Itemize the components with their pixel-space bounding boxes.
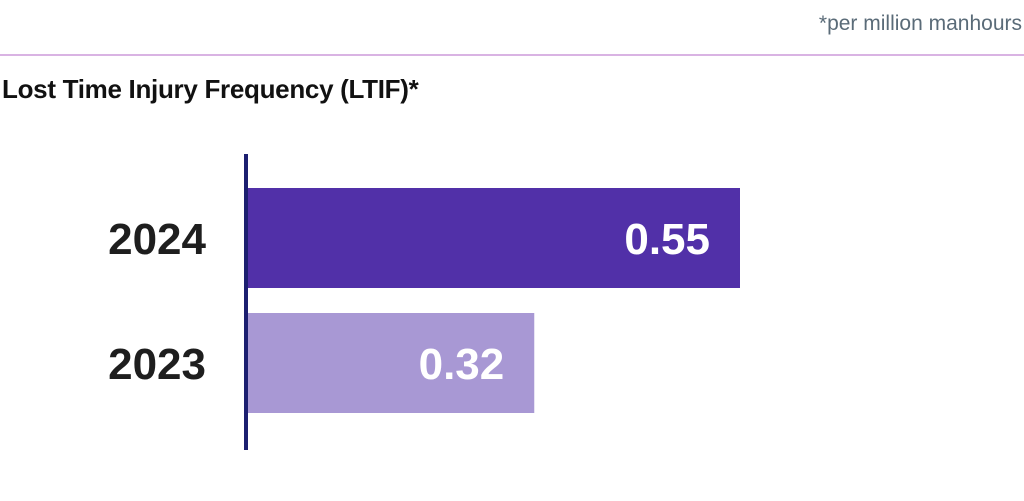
- bar-chart: 2024 0.55 2023 0.32: [108, 154, 740, 450]
- bars-layer: [248, 188, 740, 413]
- category-label-2024: 2024: [108, 215, 206, 264]
- labels-layer: 2024 0.55 2023 0.32: [108, 215, 710, 389]
- value-label-2023: 0.32: [419, 340, 505, 389]
- divider: [0, 54, 1024, 56]
- chart-title: Lost Time Injury Frequency (LTIF)*: [2, 74, 419, 104]
- category-label-2023: 2023: [108, 340, 206, 389]
- bar-2024: [248, 188, 740, 288]
- bar-2023: [248, 313, 535, 413]
- footnote: *per million manhours: [818, 12, 1022, 35]
- value-label-2024: 0.55: [624, 215, 710, 264]
